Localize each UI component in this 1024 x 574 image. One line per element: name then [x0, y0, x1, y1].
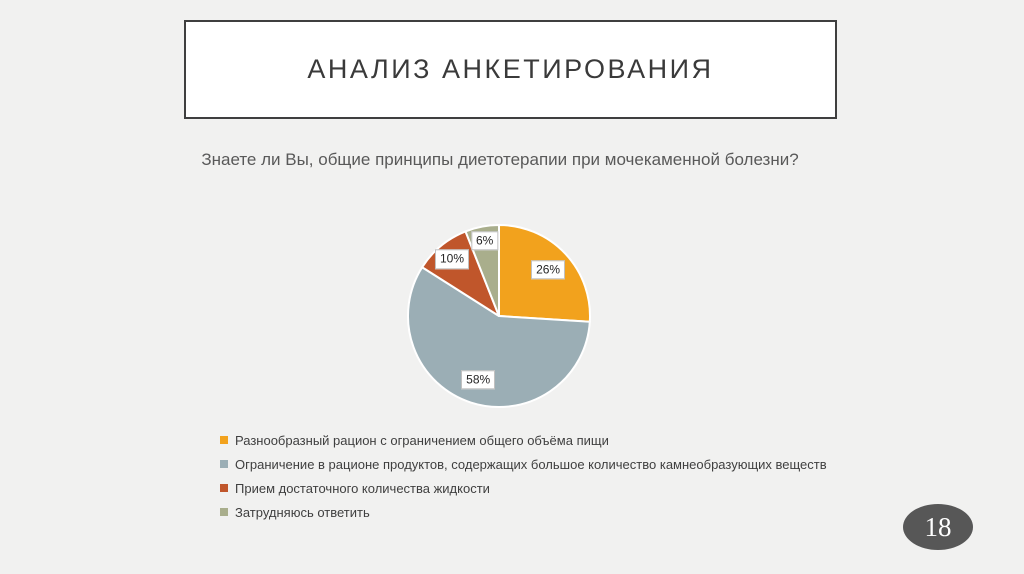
- chart-question-title: Знаете ли Вы, общие принципы диетотерапи…: [201, 150, 799, 169]
- legend-item: Прием достаточного количества жидкости: [220, 480, 860, 496]
- pie-slice-58%: [407, 266, 591, 408]
- legend-swatch-icon: [220, 460, 228, 468]
- legend-item-label: Затрудняюсь ответить: [235, 504, 370, 520]
- legend-swatch-icon: [220, 484, 228, 492]
- legend-item-label: Прием достаточного количества жидкости: [235, 480, 490, 496]
- legend-item: Затрудняюсь ответить: [220, 504, 860, 520]
- legend-item-label: Разнообразный рацион с ограничением обще…: [235, 432, 609, 448]
- legend-item-label: Ограничение в рационе продуктов, содержа…: [235, 456, 827, 472]
- page-number: 18: [924, 511, 952, 542]
- pie-slice-label-6%: 6%: [471, 231, 499, 251]
- slide-title: АНАЛИЗ АНКЕТИРОВАНИЯ: [307, 54, 714, 84]
- pie-slice-label-58%: 58%: [461, 370, 496, 390]
- legend-item: Разнообразный рацион с ограничением обще…: [220, 432, 860, 448]
- legend-swatch-icon: [220, 508, 228, 516]
- pie-chart: 26% 58% 10% 6%: [399, 216, 599, 416]
- page-number-badge: 18: [903, 504, 973, 550]
- pie-chart-svg: [407, 224, 591, 408]
- legend-item: Ограничение в рационе продуктов, содержа…: [220, 456, 860, 472]
- chart-legend: Разнообразный рацион с ограничением обще…: [220, 432, 860, 528]
- pie-slice-label-10%: 10%: [434, 249, 470, 269]
- slide-title-box: АНАЛИЗ АНКЕТИРОВАНИЯ: [184, 20, 837, 119]
- pie-slice-label-26%: 26%: [531, 260, 566, 280]
- legend-swatch-icon: [220, 436, 228, 444]
